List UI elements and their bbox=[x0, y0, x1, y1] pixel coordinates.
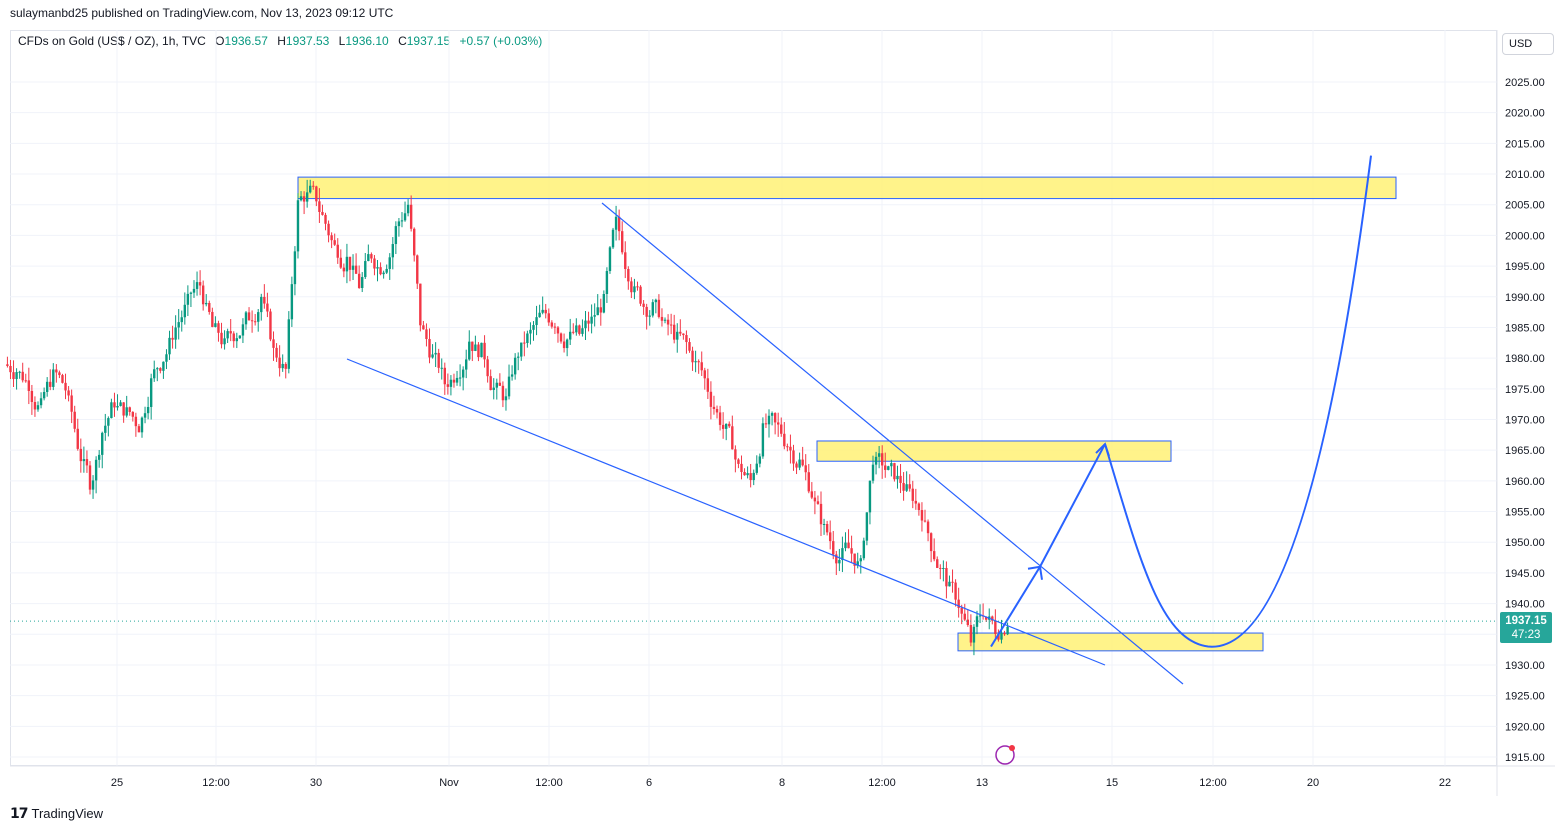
high-label: H bbox=[277, 34, 286, 48]
x-tick-label: 12:00 bbox=[202, 777, 230, 789]
close-label: C bbox=[398, 34, 407, 48]
y-tick-label: 1990.00 bbox=[1505, 292, 1545, 304]
change-value: +0.57 (+0.03%) bbox=[459, 34, 543, 48]
bar-countdown: 47:23 bbox=[1511, 629, 1541, 641]
y-tick-label: 2015.00 bbox=[1505, 138, 1545, 150]
symbol-legend: CFDs on Gold (US$ / OZ), 1h, TVC O1936.5… bbox=[18, 34, 542, 48]
x-tick-label: 8 bbox=[779, 777, 785, 789]
y-tick-label: 1965.00 bbox=[1505, 445, 1545, 457]
y-tick-label: 1955.00 bbox=[1505, 507, 1545, 519]
y-tick-label: 1920.00 bbox=[1505, 721, 1545, 733]
tradingview-brand[interactable]: 𝟭𝟳 TradingView bbox=[10, 805, 103, 822]
y-tick-label: 1975.00 bbox=[1505, 384, 1545, 396]
y-tick-label: 1925.00 bbox=[1505, 691, 1545, 703]
y-tick-label: 2005.00 bbox=[1505, 200, 1545, 212]
chart-frame[interactable] bbox=[10, 30, 1497, 766]
x-tick-label: 13 bbox=[976, 777, 988, 789]
y-tick-label: 1980.00 bbox=[1505, 353, 1545, 365]
x-tick-label: Nov bbox=[439, 777, 459, 789]
close-value: 1937.15 bbox=[406, 34, 451, 48]
open-value: 1936.57 bbox=[224, 34, 268, 48]
y-tick-label: 1995.00 bbox=[1505, 261, 1545, 273]
currency-label: USD bbox=[1509, 38, 1533, 50]
x-tick-label: 12:00 bbox=[535, 777, 563, 789]
y-tick-label: 1945.00 bbox=[1505, 568, 1545, 580]
x-tick-label: 20 bbox=[1307, 777, 1319, 789]
tradingview-logo-icon: 𝟭𝟳 bbox=[10, 805, 29, 821]
y-tick-label: 1915.00 bbox=[1505, 752, 1545, 764]
published-info: sulaymanbd25 published on TradingView.co… bbox=[10, 6, 394, 20]
open-label: O bbox=[215, 34, 225, 48]
y-tick-label: 1930.00 bbox=[1505, 660, 1545, 672]
low-label: L bbox=[338, 34, 346, 48]
y-tick-label: 2025.00 bbox=[1505, 77, 1545, 89]
low-value: 1936.10 bbox=[345, 34, 389, 48]
y-tick-label: 2020.00 bbox=[1505, 108, 1545, 120]
x-tick-label: 6 bbox=[646, 777, 652, 789]
y-tick-label: 1970.00 bbox=[1505, 415, 1545, 427]
last-price-value: 1937.15 bbox=[1505, 615, 1547, 627]
brand-label: TradingView bbox=[31, 806, 104, 821]
x-tick-label: 12:00 bbox=[868, 777, 896, 789]
y-tick-label: 1985.00 bbox=[1505, 322, 1545, 334]
symbol-name[interactable]: CFDs on Gold (US$ / OZ), 1h, TVC bbox=[18, 34, 206, 48]
candle-body bbox=[6, 364, 9, 366]
x-tick-label: 22 bbox=[1439, 777, 1451, 789]
y-tick-label: 1960.00 bbox=[1505, 476, 1545, 488]
x-tick-label: 25 bbox=[111, 777, 123, 789]
x-tick-label: 15 bbox=[1106, 777, 1118, 789]
high-value: 1937.53 bbox=[285, 34, 330, 48]
x-tick-label: 12:00 bbox=[1199, 777, 1227, 789]
y-tick-label: 1940.00 bbox=[1505, 599, 1545, 611]
x-tick-label: 30 bbox=[310, 777, 322, 789]
currency-selector[interactable]: USD bbox=[1502, 33, 1554, 55]
y-tick-label: 1950.00 bbox=[1505, 537, 1545, 549]
y-tick-label: 2010.00 bbox=[1505, 169, 1545, 181]
last-price-badge: 1937.15 47:23 bbox=[1500, 612, 1552, 643]
y-tick-label: 2000.00 bbox=[1505, 230, 1545, 242]
